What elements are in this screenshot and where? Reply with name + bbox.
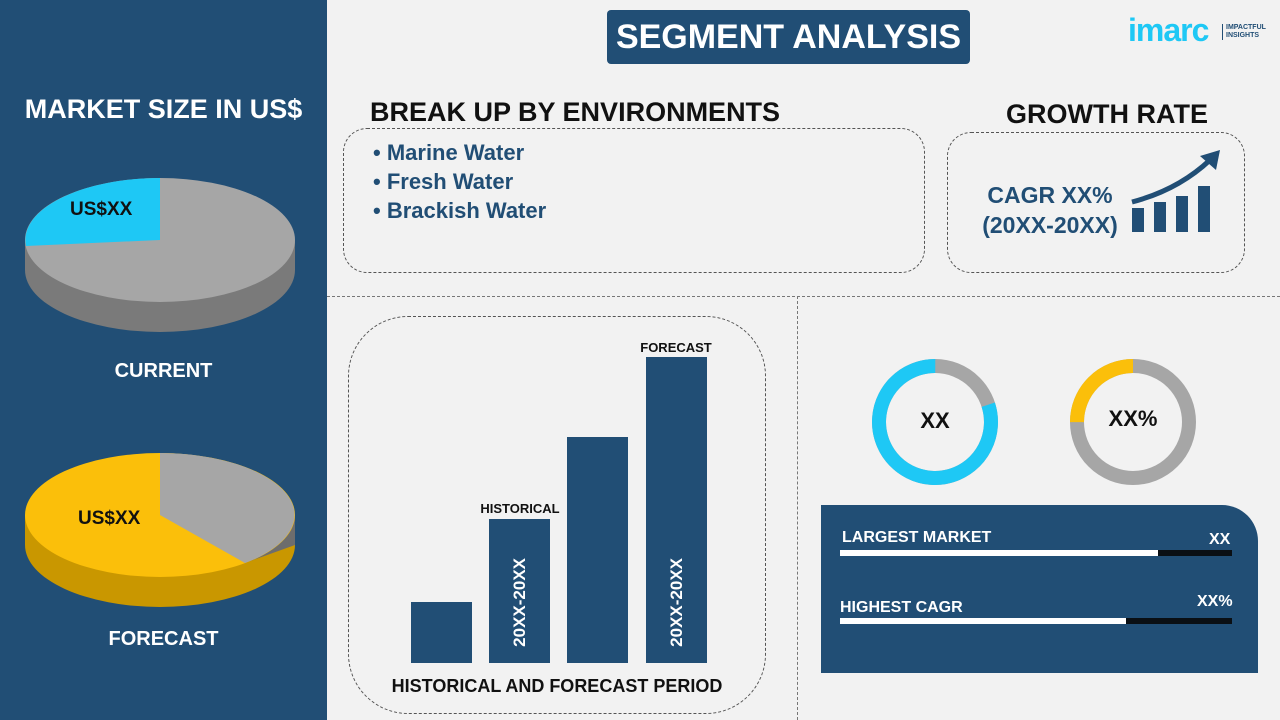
divider-vertical	[797, 296, 798, 720]
list-item: • Marine Water	[373, 140, 525, 165]
environment-list: • Marine Water • Fresh Water • Brackish …	[373, 138, 546, 225]
bar-1	[411, 601, 472, 663]
page-title: SEGMENT ANALYSIS	[607, 10, 970, 64]
largest-market-value: XX	[1209, 531, 1231, 548]
imarc-logo: imarc	[1128, 12, 1209, 48]
donut-market-value: XX	[920, 408, 950, 433]
cagr-period: (20XX-20XX)	[982, 212, 1118, 238]
forecast-pie-gray	[160, 453, 295, 563]
donut-cagr-fill	[1070, 359, 1196, 485]
logo-tagline: IMPACTFUL INSIGHTS	[1222, 24, 1268, 40]
stats-panel	[821, 505, 1258, 673]
largest-market-label: LARGEST MARKET	[842, 529, 992, 546]
bar-3	[567, 436, 628, 663]
breakup-box	[343, 128, 925, 273]
largest-market-bar	[840, 550, 1232, 556]
current-pie-slice	[25, 178, 161, 246]
highest-cagr-bar	[840, 618, 1232, 624]
highest-cagr-value: XX%	[1197, 593, 1233, 610]
growth-box	[947, 132, 1245, 273]
donut-cagr	[1070, 359, 1196, 485]
cagr-text: CAGR XX%	[987, 182, 1113, 208]
bar-2: 20XX-20XX	[489, 519, 550, 663]
growth-title: GROWTH RATE	[1006, 99, 1208, 129]
divider-horizontal	[327, 296, 1280, 297]
donut-cagr-value: XX%	[1108, 406, 1158, 431]
historical-label: HISTORICAL	[480, 501, 560, 516]
forecast-period: 20XX-20XX	[666, 558, 686, 647]
chart-xlabel: HISTORICAL AND FORECAST PERIOD	[391, 676, 723, 696]
breakup-title: BREAK UP BY ENVIRONMENTS	[370, 97, 781, 127]
bar-chart-box	[348, 316, 766, 714]
current-pie	[25, 178, 295, 332]
list-item: • Fresh Water	[373, 169, 514, 194]
forecast-bar-label: FORECAST	[640, 340, 712, 355]
historical-period: 20XX-20XX	[509, 558, 529, 647]
growth-chart-icon	[1131, 150, 1220, 232]
forecast-value: US$XX	[78, 508, 141, 529]
forecast-pie	[25, 453, 295, 607]
donut-market	[872, 359, 998, 485]
highest-cagr-label: HIGHEST CAGR	[840, 599, 963, 616]
market-size-panel: MARKET SIZE IN US$ US$XX CURRENT US$XX F…	[0, 0, 327, 720]
bar-4: 20XX-20XX	[646, 357, 707, 663]
list-item: • Brackish Water	[373, 198, 547, 223]
market-size-title: MARKET SIZE IN US$	[24, 94, 303, 124]
current-label: CURRENT	[114, 360, 213, 382]
current-value: US$XX	[70, 199, 133, 220]
forecast-label: FORECAST	[108, 628, 219, 650]
